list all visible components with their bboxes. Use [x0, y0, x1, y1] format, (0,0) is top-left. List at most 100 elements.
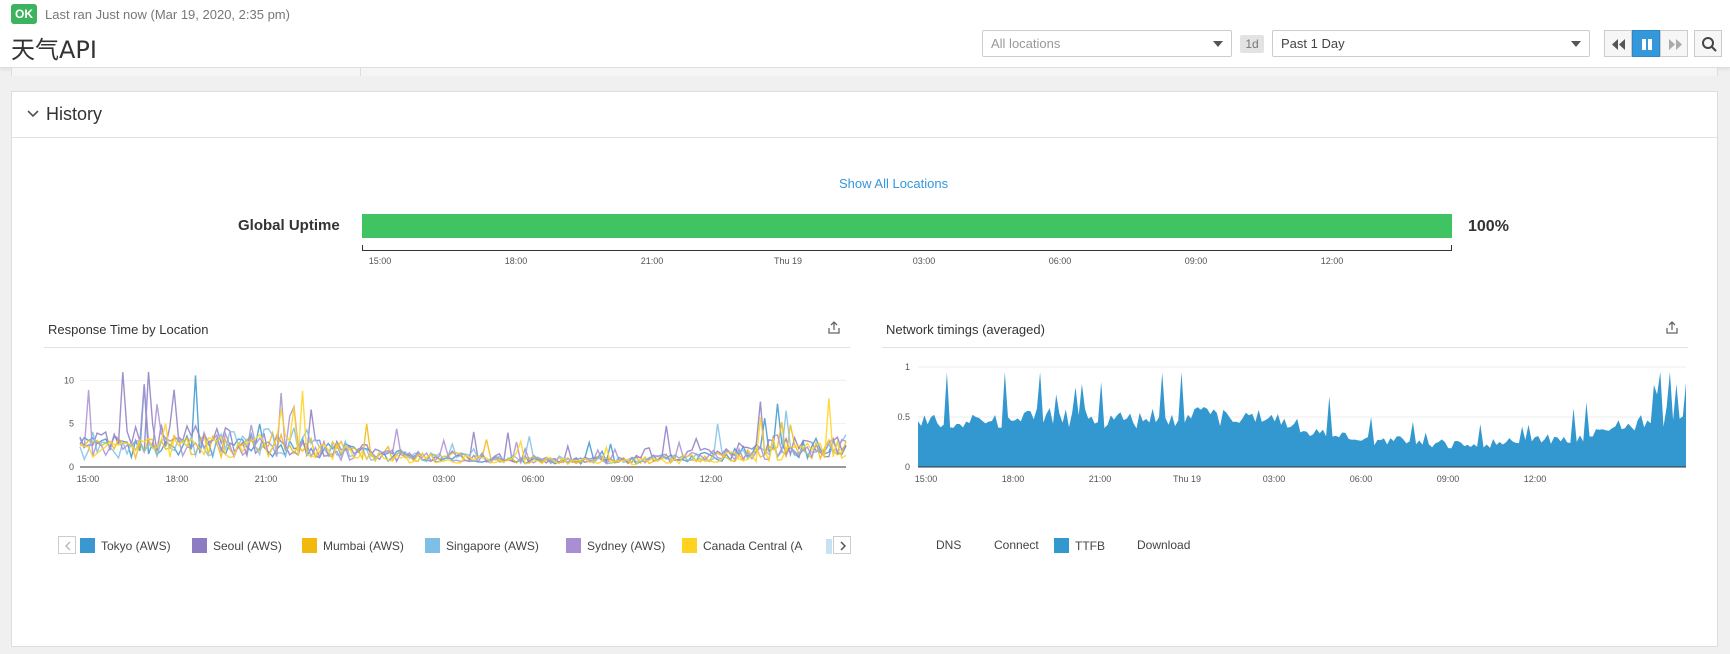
legend-item[interactable]: TTFB [1054, 538, 1105, 553]
legend-swatch [192, 538, 207, 553]
y-tick-label: 0.5 [897, 412, 910, 422]
pause-button[interactable] [1632, 30, 1660, 57]
status-badge: OK [11, 4, 37, 24]
legend-item[interactable]: DNS [936, 538, 961, 552]
legend-swatch [566, 538, 581, 553]
x-tick-label: Thu 19 [341, 474, 369, 484]
history-header[interactable]: History [12, 92, 1717, 138]
time-range-select[interactable]: Past 1 Day [1272, 30, 1590, 57]
legend-swatch [682, 538, 697, 553]
time-span-chip: 1d [1240, 35, 1264, 53]
legend-label: Sydney (AWS) [587, 539, 666, 553]
x-tick-label: 12:00 [700, 474, 723, 484]
x-tick-label: 06:00 [1350, 474, 1373, 484]
uptime-time-axis: 15:00 18:00 21:00 Thu 19 03:00 06:00 09:00 12:0… [362, 245, 1452, 270]
y-tick-label: 0 [905, 462, 910, 472]
history-title: History [46, 104, 103, 124]
x-tick-label: 06:00 [522, 474, 545, 484]
legend-label: DNS [936, 538, 962, 552]
uptime-axis-tick: 12:00 [1320, 256, 1344, 266]
fast-forward-button[interactable] [1660, 30, 1688, 57]
y-tick-label: 0 [69, 462, 74, 472]
export-icon[interactable] [826, 320, 842, 336]
x-tick-label: 09:00 [1437, 474, 1460, 484]
x-tick-label: 21:00 [255, 474, 278, 484]
series-line [79, 390, 847, 466]
y-tick-label: 1 [905, 362, 910, 372]
uptime-axis-tick: Thu 19 [773, 256, 803, 266]
legend-label: TTFB [1075, 539, 1105, 553]
legend-label: Download [1137, 538, 1191, 552]
pause-icon [1642, 39, 1652, 50]
fast-forward-icon [1669, 39, 1682, 50]
page-header: OK Last ran Just now (Mar 19, 2020, 2:35… [0, 0, 1730, 68]
x-tick-label: 21:00 [1089, 474, 1112, 484]
zoom-button[interactable] [1694, 30, 1722, 57]
legend-swatch [1054, 538, 1069, 553]
chevron-right-icon [840, 541, 847, 551]
chevron-left-icon [64, 541, 71, 551]
network-timings-plot: 0 0.5 1 15:00 18:00 21:00 Thu 19 03:00 06:00 09:0… [897, 362, 1686, 484]
x-tick-label: 15:00 [915, 474, 938, 484]
legend-label: Mumbai (AWS) [323, 539, 404, 553]
x-tick-label: 18:00 [1002, 474, 1025, 484]
history-panel: History [11, 91, 1718, 647]
global-uptime-label: Global Uptime [238, 217, 340, 234]
response-time-title: Response Time by Location [48, 322, 209, 337]
page-title: 天气API [11, 36, 97, 64]
series-line [79, 421, 847, 465]
x-tick-label: 03:00 [433, 474, 456, 484]
show-all-locations-link[interactable]: Show All Locations [839, 176, 949, 191]
export-icon[interactable] [1664, 320, 1680, 336]
last-ran-text: Last ran Just now (Mar 19, 2020, 2:35 pm… [45, 7, 290, 22]
chevron-down-icon [27, 110, 39, 118]
uptime-axis-tick: 18:00 [504, 256, 528, 266]
legend-swatch [80, 538, 95, 553]
x-tick-label: Thu 19 [1173, 474, 1201, 484]
uptime-axis-tick: 15:00 [368, 256, 392, 266]
uptime-axis-tick: 06:00 [1048, 256, 1072, 266]
ttfb-area [918, 372, 1686, 467]
global-uptime-bar [362, 214, 1452, 238]
global-uptime-value: 100% [1468, 218, 1509, 235]
legend-item[interactable]: Mumbai (AWS) [302, 538, 404, 553]
legend-item[interactable]: Singapore (AWS) [425, 538, 539, 553]
x-tick-label: 18:00 [166, 474, 189, 484]
series-line [79, 410, 847, 465]
legend-prev-button[interactable] [58, 536, 76, 554]
time-range-value: Past 1 Day [1281, 36, 1345, 51]
legend-label: Seoul (AWS) [213, 539, 282, 553]
legend-item[interactable]: Seoul (AWS) [192, 538, 282, 553]
chevron-down-icon [1571, 41, 1581, 47]
network-timings-title: Network timings (averaged) [886, 322, 1045, 337]
legend-item[interactable]: Connect [994, 538, 1039, 552]
legend-label: Tokyo (AWS) [101, 539, 171, 553]
locations-select[interactable]: All locations [982, 30, 1232, 57]
rewind-icon [1612, 39, 1625, 50]
x-tick-label: 03:00 [1263, 474, 1286, 484]
chart-divider [882, 347, 1688, 348]
uptime-axis-tick: 21:00 [640, 256, 664, 266]
legend-label: Canada Central (A [703, 539, 803, 553]
rewind-button[interactable] [1604, 30, 1632, 57]
legend-item[interactable]: Tokyo (AWS) [80, 538, 171, 553]
uptime-axis-tick: 09:00 [1184, 256, 1208, 266]
x-tick-label: 15:00 [77, 474, 100, 484]
legend-swatch [425, 538, 440, 553]
legend-next-button[interactable] [833, 536, 851, 554]
chart-divider [44, 347, 850, 348]
legend-label: Connect [994, 538, 1039, 552]
response-time-chart: Response Time by Location 0 5 10 15:00 18:00… [44, 315, 851, 560]
y-tick-label: 10 [64, 375, 74, 385]
legend-item[interactable]: Download [1137, 538, 1190, 552]
legend-overflow-swatch [826, 539, 832, 554]
y-tick-label: 5 [69, 419, 74, 429]
legend-item[interactable]: Sydney (AWS) [566, 538, 665, 553]
legend-label: Singapore (AWS) [446, 539, 539, 553]
locations-select-value: All locations [991, 36, 1061, 51]
x-tick-label: 09:00 [611, 474, 634, 484]
uptime-axis-tick: 03:00 [912, 256, 936, 266]
legend-item[interactable]: Canada Central (A [682, 538, 822, 553]
x-tick-label: 12:00 [1524, 474, 1547, 484]
section-divider [11, 68, 1718, 76]
